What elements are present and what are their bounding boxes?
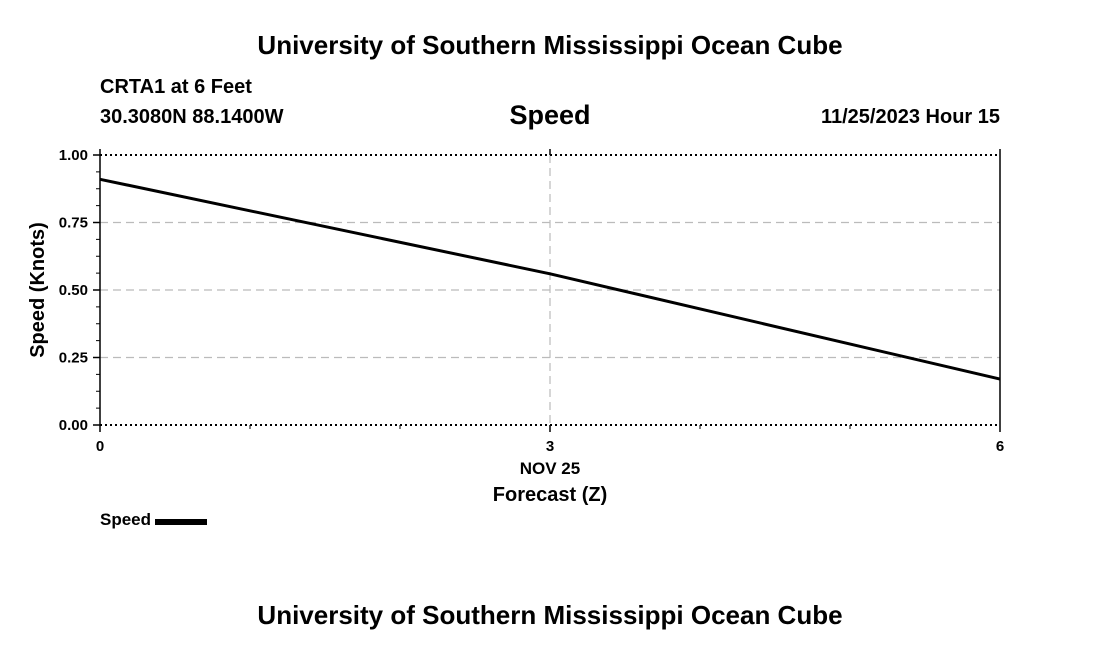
- legend: Speed: [100, 510, 208, 530]
- header-title: University of Southern Mississippi Ocean…: [257, 30, 843, 60]
- y-tick-label: 0.75: [59, 215, 88, 232]
- footer-title: University of Southern Mississippi Ocean…: [257, 600, 843, 630]
- legend-label: Speed: [100, 510, 152, 529]
- legend-swatch: [155, 519, 208, 525]
- x-tick-label: 6: [996, 438, 1004, 455]
- y-tick-label: 0.25: [59, 350, 88, 367]
- x-tick-label: 0: [96, 438, 104, 455]
- x-tick-label: 3: [546, 438, 554, 455]
- chart-title: Speed: [509, 100, 591, 130]
- x-date-label: NOV 25: [520, 459, 580, 478]
- y-tick-label: 0.00: [59, 417, 88, 434]
- station-label: CRTA1 at 6 Feet: [100, 76, 252, 98]
- x-axis-label: Forecast (Z): [493, 484, 607, 506]
- y-tick-label: 1.00: [59, 147, 88, 164]
- datetime-label: 11/25/2023 Hour 15: [820, 106, 1000, 128]
- coordinates-label: 30.3080N 88.1400W: [100, 106, 284, 128]
- y-axis-label: Speed (Knots): [27, 222, 49, 358]
- y-tick-label: 0.50: [59, 282, 88, 299]
- series-line-speed: [99, 177, 1001, 381]
